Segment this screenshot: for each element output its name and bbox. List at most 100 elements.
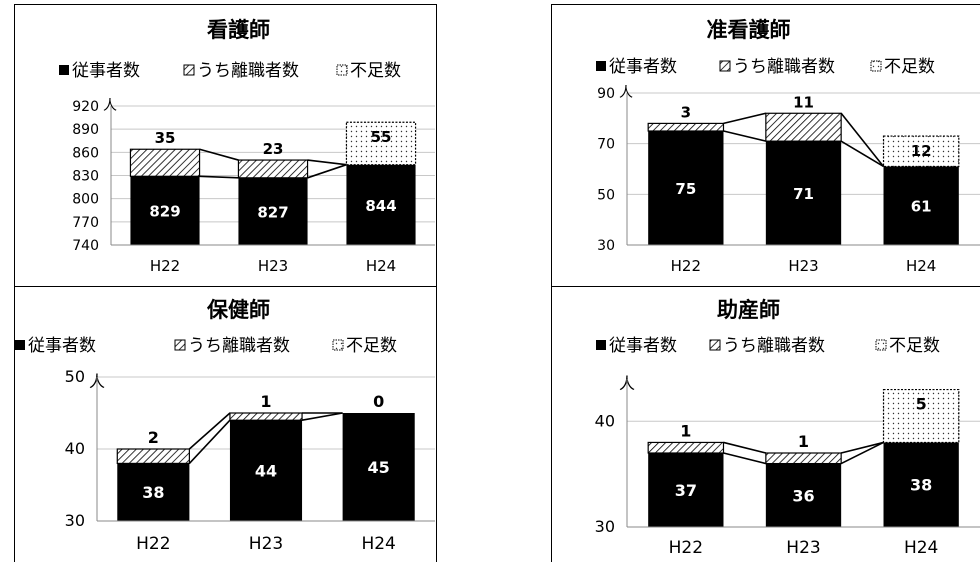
svg-text:従事者数: 従事者数 xyxy=(72,61,140,81)
svg-text:不足数: 不足数 xyxy=(346,336,397,356)
bar-turnover xyxy=(116,448,190,464)
x-tick-label: H22 xyxy=(136,534,170,554)
bar-employed xyxy=(765,141,842,245)
data-label-employed: 844 xyxy=(365,197,396,215)
svg-text:不足数: 不足数 xyxy=(889,336,940,356)
chart-panel-junkangoshi: 准看護師 従事者数 うち離職者数 不足数 30 50 70 90 人 75 3 H22 71 11 H23 6… xyxy=(551,4,980,290)
data-label-employed: 37 xyxy=(675,481,697,500)
svg-text:従事者数: 従事者数 xyxy=(609,57,677,77)
bar-employed xyxy=(883,442,959,527)
series-line xyxy=(840,112,885,167)
bar-turnover xyxy=(237,159,309,179)
data-label-turnover: 2 xyxy=(148,428,159,447)
data-label-turnover: 1 xyxy=(680,421,691,440)
bar-shortage xyxy=(345,121,417,166)
data-label-employed: 38 xyxy=(142,483,164,502)
data-label-turnover: 3 xyxy=(681,103,691,121)
y-tick-label: 830 xyxy=(72,169,99,185)
data-label-employed: 71 xyxy=(793,185,814,203)
y-tick-label: 40 xyxy=(595,411,615,430)
legend-item: 従事者数 xyxy=(59,61,140,81)
chart-panel-kangoshi: 看護師 従事者数 うち離職者数 不足数 740 770 800 830 860 890 920 人 82… xyxy=(14,4,437,290)
bar-employed xyxy=(648,453,724,527)
y-tick-label: 740 xyxy=(72,238,99,254)
legend-item: 不足数 xyxy=(336,61,401,81)
y-tick-label: 50 xyxy=(65,367,85,386)
bar-turnover xyxy=(129,148,201,177)
x-tick-label: H23 xyxy=(786,538,820,558)
bar-employed xyxy=(765,463,842,527)
data-label-shortage: 55 xyxy=(371,128,392,146)
y-tick-label: 70 xyxy=(597,137,615,153)
chart-title: 准看護師 xyxy=(707,18,791,42)
legend-item: 従事者数 xyxy=(596,336,677,356)
y-tick-label: 890 xyxy=(72,122,99,138)
data-label-employed: 75 xyxy=(675,180,696,198)
svg-text:不足数: 不足数 xyxy=(884,57,935,77)
bar-turnover xyxy=(647,122,725,132)
bar-shortage xyxy=(882,135,960,168)
series-line xyxy=(723,452,767,465)
y-tick-label: 30 xyxy=(595,517,615,536)
series-line xyxy=(188,412,231,450)
series-line xyxy=(307,159,347,166)
chart-title: 看護師 xyxy=(207,18,270,42)
y-tick-label: 920 xyxy=(72,99,99,115)
series-line xyxy=(188,419,231,464)
y-tick-label: 860 xyxy=(72,145,99,161)
x-tick-label: H22 xyxy=(669,538,703,558)
legend-item: うち離職者数 xyxy=(719,57,835,77)
data-label-shortage: 12 xyxy=(911,142,932,160)
y-tick-label: 30 xyxy=(65,511,85,530)
legend-item: うち離職者数 xyxy=(174,336,290,356)
series-line xyxy=(840,140,884,168)
data-label-employed: 36 xyxy=(792,486,814,505)
data-label-turnover: 0 xyxy=(373,392,384,411)
series-line xyxy=(723,441,767,454)
data-label-employed: 44 xyxy=(255,462,277,481)
bar-employed xyxy=(229,420,303,521)
x-tick-label: H22 xyxy=(671,257,701,275)
legend-item: 不足数 xyxy=(875,336,940,356)
svg-text:不足数: 不足数 xyxy=(350,61,401,81)
legend-item: 従事者数 xyxy=(596,57,677,77)
y-tick-label: 800 xyxy=(72,192,99,208)
bar-turnover xyxy=(647,441,725,454)
data-label-turnover: 1 xyxy=(798,432,809,451)
x-tick-label: H24 xyxy=(906,257,936,275)
bar-employed xyxy=(648,131,724,245)
x-tick-label: H23 xyxy=(249,534,283,554)
y-unit-label: 人 xyxy=(619,85,633,101)
series-line xyxy=(840,441,884,465)
legend-item: 不足数 xyxy=(870,57,935,77)
y-tick-label: 30 xyxy=(597,238,615,254)
bar-employed xyxy=(342,413,415,521)
y-tick-label: 40 xyxy=(65,439,85,458)
x-tick-label: H24 xyxy=(366,257,396,275)
svg-text:うち離職者数: うち離職者数 xyxy=(197,61,299,81)
legend-item: 従事者数 xyxy=(15,336,96,356)
x-tick-label: H24 xyxy=(904,538,938,558)
bar-employed xyxy=(130,176,200,245)
series-line xyxy=(840,441,884,454)
data-label-shortage: 5 xyxy=(916,395,927,414)
series-line xyxy=(307,163,347,179)
svg-text:うち離職者数: うち離職者数 xyxy=(188,336,290,356)
bar-turnover xyxy=(765,452,842,465)
data-label-employed: 38 xyxy=(910,476,932,495)
svg-text:従事者数: 従事者数 xyxy=(609,336,677,356)
data-label-employed: 829 xyxy=(149,203,180,221)
svg-text:うち離職者数: うち離職者数 xyxy=(733,57,835,77)
x-tick-label: H23 xyxy=(258,257,288,275)
x-tick-label: H22 xyxy=(150,257,180,275)
data-label-turnover: 35 xyxy=(155,129,176,147)
series-line xyxy=(723,130,767,142)
bar-shortage xyxy=(882,388,960,444)
legend-item: うち離職者数 xyxy=(709,336,825,356)
y-tick-label: 50 xyxy=(597,187,615,203)
x-tick-label: H24 xyxy=(361,534,395,554)
series-line xyxy=(199,148,239,161)
